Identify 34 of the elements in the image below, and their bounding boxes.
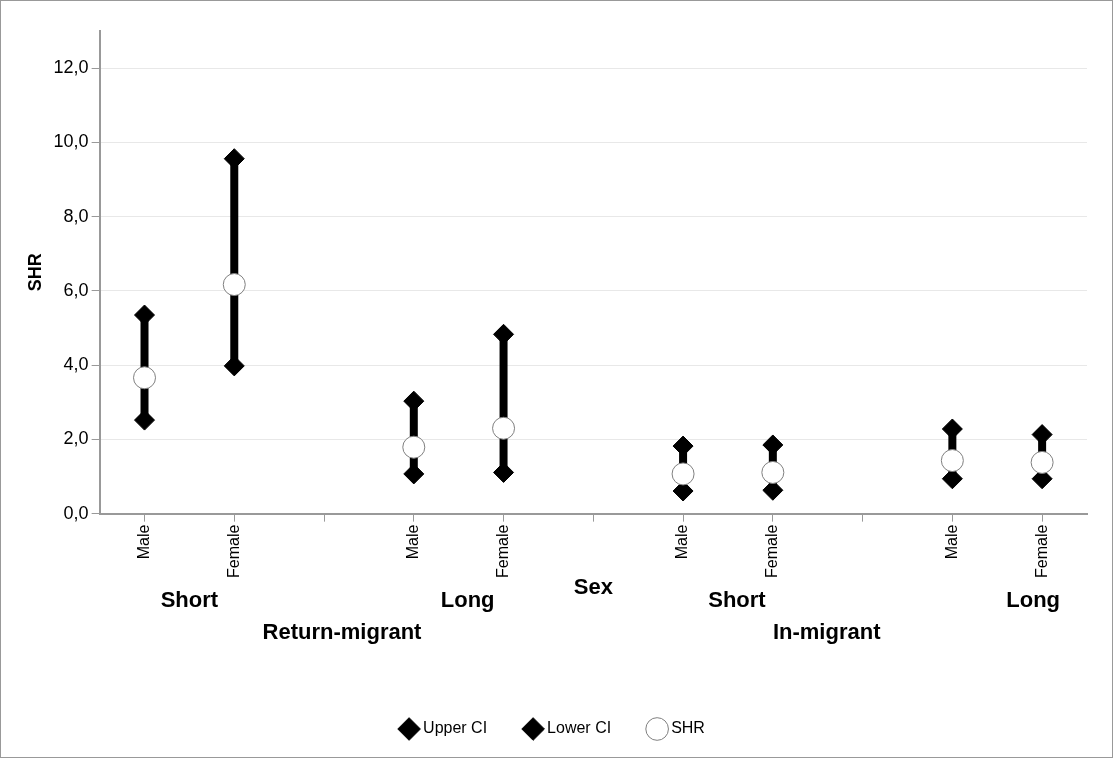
y-tick-label: 8,0 <box>63 205 89 226</box>
text: In-migrant <box>772 619 882 645</box>
legend-label: Upper CI <box>423 719 488 737</box>
point <box>133 366 157 390</box>
text: Return-migrant <box>262 619 423 645</box>
y-tick-label: 2,0 <box>63 428 89 449</box>
text: Sex <box>573 574 614 600</box>
text: Short <box>160 587 219 613</box>
point <box>492 416 516 440</box>
x-tick-label: Female <box>493 524 511 579</box>
x-tick-label: Male <box>942 524 960 560</box>
point <box>222 273 246 297</box>
point <box>402 435 426 459</box>
y-tick-label: 12,0 <box>53 57 89 78</box>
y-tick-label: 4,0 <box>63 354 89 375</box>
x-tick-label: Female <box>763 524 781 579</box>
text: Long <box>440 587 495 613</box>
x-tick-label: Female <box>1032 524 1050 579</box>
point <box>940 449 964 473</box>
text: Long <box>1006 587 1061 613</box>
y-tick-label: 10,0 <box>53 131 89 152</box>
x-tick-label: Female <box>224 524 242 579</box>
x-tick-label: Male <box>673 524 691 560</box>
y-axis-title: SHR <box>24 253 45 292</box>
point <box>671 462 695 486</box>
y-tick-label: 6,0 <box>63 279 89 300</box>
point <box>761 460 785 484</box>
x-tick-label: Male <box>134 524 152 560</box>
point <box>1030 450 1054 474</box>
y-tick-label: 0,0 <box>63 502 89 523</box>
legend-label: SHR <box>671 719 705 737</box>
text: Short <box>708 587 767 613</box>
legend-label: Lower CI <box>547 719 612 737</box>
x-tick-label: Male <box>404 524 422 560</box>
